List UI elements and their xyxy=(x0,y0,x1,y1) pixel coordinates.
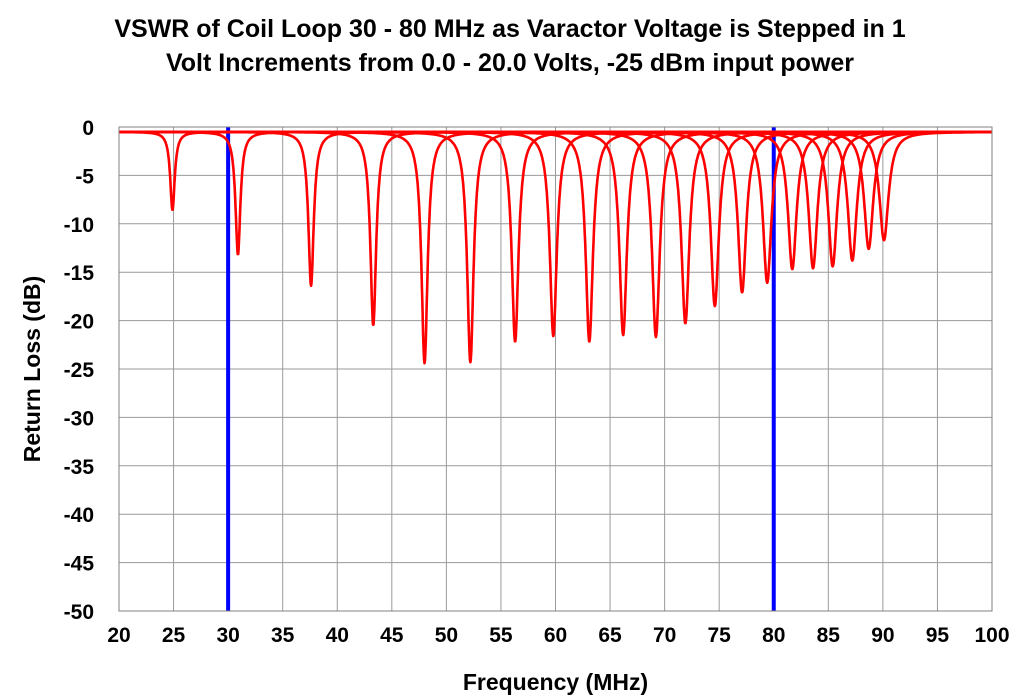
resonance-series xyxy=(118,130,993,365)
y-tick-label: -5 xyxy=(75,165,94,188)
x-tick-label: 70 xyxy=(653,624,676,647)
chart-title: VSWR of Coil Loop 30 - 80 MHz as Varacto… xyxy=(114,15,906,77)
x-tick-label: 35 xyxy=(271,624,295,647)
y-tick-label: -45 xyxy=(64,553,95,576)
y-tick-label: -35 xyxy=(64,456,95,479)
x-tick-label: 100 xyxy=(974,624,1009,647)
x-axis-label: Frequency (MHz) xyxy=(463,669,648,695)
x-tick-label: 50 xyxy=(435,624,458,647)
x-tick-label: 55 xyxy=(489,624,513,647)
y-tick-label: -20 xyxy=(64,311,94,334)
y-tick-labels: 0 -5 -10 -15 -20 -25 -30 -35 -40 -45 -50 xyxy=(64,117,95,624)
y-tick-label: -40 xyxy=(64,504,94,527)
x-tick-label: 20 xyxy=(107,624,130,647)
x-tick-label: 40 xyxy=(326,624,349,647)
x-tick-label: 60 xyxy=(544,624,567,647)
x-tick-label: 65 xyxy=(598,624,622,647)
grid xyxy=(118,126,993,612)
y-tick-label: -25 xyxy=(64,359,95,382)
x-tick-label: 80 xyxy=(762,624,785,647)
plot-frame xyxy=(118,126,993,612)
y-tick-label: -30 xyxy=(64,407,94,430)
x-tick-label: 75 xyxy=(708,624,732,647)
y-tick-label: -15 xyxy=(64,262,95,285)
y-tick-label: 0 xyxy=(82,117,94,140)
resonance-trace xyxy=(118,130,993,242)
x-tick-label: 95 xyxy=(926,624,950,647)
y-tick-label: -10 xyxy=(64,214,94,237)
vertical-markers xyxy=(226,127,776,611)
x-tick-label: 85 xyxy=(817,624,841,647)
x-tick-label: 90 xyxy=(871,624,894,647)
x-tick-label: 30 xyxy=(216,624,239,647)
y-axis-label: Return Loss (dB) xyxy=(19,276,45,463)
x-tick-label: 25 xyxy=(162,624,186,647)
x-tick-labels: 20 25 30 35 40 45 50 55 60 65 70 75 80 85 90 95 100 xyxy=(107,624,1009,647)
y-tick-label: -50 xyxy=(64,601,94,624)
x-tick-label: 45 xyxy=(380,624,404,647)
